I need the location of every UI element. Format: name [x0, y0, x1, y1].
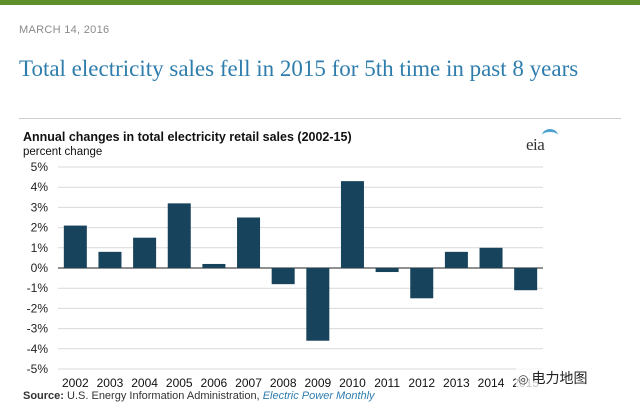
x-tick-label: 2009: [304, 376, 331, 390]
x-tick-label: 2011: [374, 376, 400, 390]
x-tick-label: 2002: [62, 376, 89, 390]
chart-card-divider: [19, 118, 621, 119]
x-tick-label: 2013: [443, 376, 470, 390]
x-tick-label: 2012: [408, 376, 435, 390]
bar-2011[interactable]: [375, 268, 399, 273]
y-tick-label: -1%: [27, 281, 49, 295]
x-tick-label: 2005: [166, 376, 193, 390]
x-tick-label: 2008: [270, 376, 297, 390]
wechat-icon: ◎: [518, 372, 529, 386]
eia-logo-text: eia: [526, 135, 545, 154]
y-tick-label: 4%: [31, 180, 49, 194]
watermark: ◎ 电力地图: [516, 368, 590, 388]
y-tick-label: 2%: [31, 221, 49, 235]
chart-title: Annual changes in total electricity reta…: [23, 130, 352, 144]
y-tick-label: -2%: [27, 301, 49, 315]
y-tick-label: -5%: [27, 362, 49, 376]
y-tick-label: -4%: [27, 342, 49, 356]
source-label: Source:: [23, 390, 64, 402]
article-date: MARCH 14, 2016: [19, 24, 110, 36]
x-tick-label: 2007: [235, 376, 262, 390]
bar-2012[interactable]: [410, 268, 434, 299]
bar-2010[interactable]: [340, 181, 364, 268]
grid-lines: [58, 166, 543, 370]
top-accent-bar: [0, 0, 640, 5]
bar-2015[interactable]: [514, 268, 538, 291]
bar-2004[interactable]: [133, 237, 157, 268]
bar-2002[interactable]: [63, 225, 87, 268]
bars: [63, 181, 538, 341]
y-tick-label: 5%: [31, 160, 49, 174]
bar-2014[interactable]: [479, 247, 503, 268]
bar-2005[interactable]: [167, 203, 191, 268]
source-org: U.S. Energy Information Administration,: [67, 390, 260, 402]
x-tick-label: 2010: [339, 376, 366, 390]
x-tick-label: 2004: [131, 376, 158, 390]
eia-logo-arc-icon: [542, 129, 558, 142]
y-tick-label: -3%: [27, 322, 49, 336]
eia-logo: eia: [520, 129, 564, 155]
x-tick-label: 2014: [478, 376, 505, 390]
article-headline[interactable]: Total electricity sales fell in 2015 for…: [19, 56, 579, 81]
x-tick-label: 2003: [97, 376, 124, 390]
watermark-text: 电力地图: [531, 370, 588, 386]
x-tick-label: 2006: [201, 376, 228, 390]
y-axis-unit-label: percent change: [23, 146, 103, 158]
source-publication-link[interactable]: Electric Power Monthly: [262, 390, 375, 402]
bar-2003[interactable]: [98, 251, 122, 268]
bar-2013[interactable]: [444, 251, 468, 268]
bar-2008[interactable]: [271, 268, 295, 285]
source-note: Source: U.S. Energy Information Administ…: [23, 390, 375, 402]
y-tick-label: 3%: [31, 200, 49, 214]
bar-2006[interactable]: [202, 263, 226, 268]
bar-2009[interactable]: [306, 268, 330, 341]
bar-chart: 5% 4% 3% 2% 1% 0% -1% -2% -3% -4% -5% 2002 2003 2004…: [27, 160, 543, 390]
x-tick-labels: 2002 2003 2004 2005 2006 2007 2008 2009 2010 2011…: [62, 376, 539, 390]
y-tick-label: 1%: [31, 241, 49, 255]
y-tick-label: 0%: [31, 261, 49, 275]
bar-2007[interactable]: [237, 217, 261, 269]
y-tick-labels: 5% 4% 3% 2% 1% 0% -1% -2% -3% -4% -5%: [27, 160, 49, 376]
